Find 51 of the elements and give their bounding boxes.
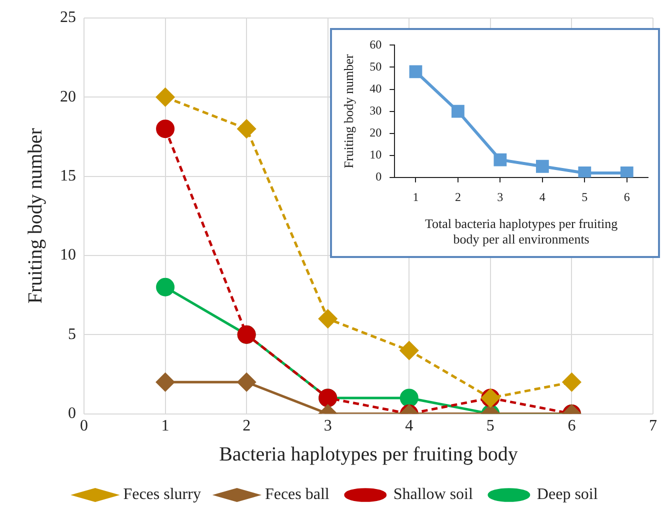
y-tick-label: 0 (376, 170, 382, 184)
y-tick-label: 15 (60, 168, 76, 185)
y-tick-label: 60 (370, 37, 382, 52)
y-tick-label: 30 (370, 103, 382, 118)
y-axis-title: Fruiting body number (24, 128, 46, 304)
x-tick-label: 2 (454, 190, 461, 204)
point (536, 160, 549, 173)
x-tick-label: 4 (539, 190, 546, 204)
y-tick-label: 20 (60, 88, 76, 106)
x-tick-label: 6 (568, 418, 576, 435)
point (400, 341, 418, 360)
point (156, 88, 175, 106)
point (156, 278, 175, 296)
x-tick-label: 6 (624, 190, 630, 204)
x-tick-label: 0 (80, 418, 88, 435)
point (237, 372, 256, 392)
y-tick-label: 10 (370, 148, 382, 162)
point (494, 153, 507, 166)
y-tick-label: 20 (370, 125, 382, 140)
y-tick-label: 40 (370, 81, 382, 96)
x-tick-label: 4 (405, 418, 414, 435)
y-tick-label: 0 (68, 405, 76, 422)
y-tick-label: 50 (370, 59, 382, 74)
point (620, 166, 634, 178)
x-tick-label: 1 (161, 418, 170, 435)
point (409, 65, 422, 78)
y-axis-title: Fruiting body number (341, 54, 356, 168)
x-axis-title: Total bacteria haplotypes per fruiting body per all environments (425, 216, 618, 247)
point (400, 388, 418, 408)
point (318, 310, 338, 328)
y-tick-label: 10 (60, 246, 76, 264)
x-tick-label: 3 (497, 190, 504, 204)
point (156, 372, 175, 392)
y-tick-label: 5 (68, 326, 76, 343)
x-tick-label: 3 (324, 418, 332, 435)
point (562, 372, 581, 392)
point (237, 120, 256, 138)
legend-label: Feces ball (264, 486, 330, 504)
x-tick-label: 2 (242, 418, 251, 435)
point (156, 120, 175, 138)
y-tick-label: 25 (60, 9, 76, 26)
legend-label: Deep soil (536, 486, 598, 504)
point (452, 104, 464, 118)
point (578, 166, 592, 178)
x-tick-label: 7 (649, 418, 657, 435)
x-axis-title: Bacteria haplotypes per fruiting body (219, 443, 518, 466)
x-tick-label: 5 (486, 418, 494, 435)
x-tick-label: 5 (582, 190, 588, 204)
legend-label: Feces slurry (123, 486, 201, 504)
x-tick-label: 1 (412, 190, 419, 204)
legend-label: Shallow soil (393, 486, 474, 504)
